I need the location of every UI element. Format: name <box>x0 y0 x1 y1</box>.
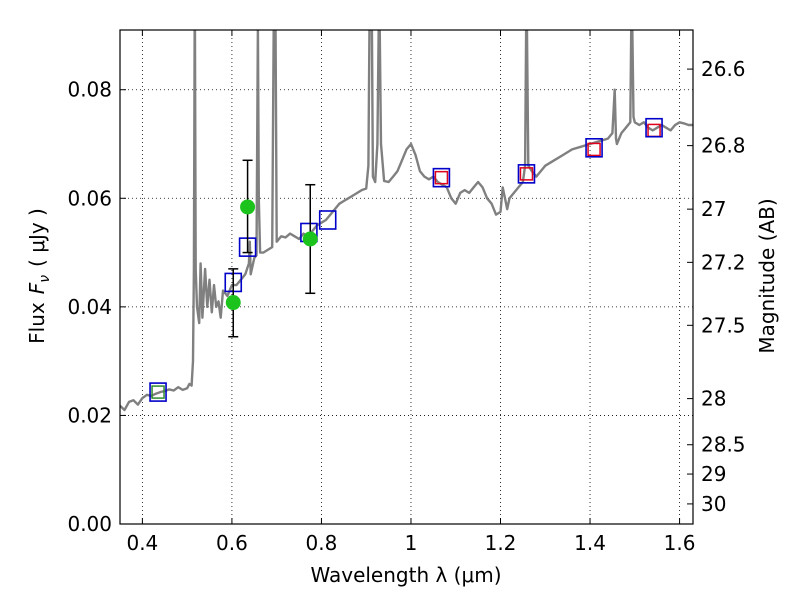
right-tick-label: 27.2 <box>701 250 746 274</box>
model-square <box>149 382 167 402</box>
photometry-point <box>225 295 241 311</box>
x-tick-label: 0.4 <box>126 531 158 555</box>
photometry-point <box>302 231 318 247</box>
x-tick-label: 1 <box>405 531 418 555</box>
x-tick-label: 0.8 <box>306 531 338 555</box>
right-tick-label: 26.8 <box>701 134 746 158</box>
y-axis-title-text: Flux <box>25 302 49 344</box>
y-tick-label: 0.08 <box>67 78 112 102</box>
model-square <box>645 117 663 138</box>
plot-area <box>120 30 693 412</box>
model-square <box>585 138 603 158</box>
model-square <box>318 210 337 230</box>
model-square <box>517 164 536 184</box>
right-tick-label: 29 <box>701 462 726 486</box>
right-tick-label: 28.5 <box>701 433 746 457</box>
x-tick-label: 1.4 <box>574 531 606 555</box>
photometry-point <box>240 199 256 215</box>
axes: 0.4 0.6 0.8 1 1.2 1.4 1.6 0.00 0.02 0.04 0.06 0.08 2… <box>67 30 746 555</box>
observed-square <box>151 385 165 399</box>
observed-square <box>587 142 601 157</box>
y-tick-label: 0.06 <box>67 186 112 210</box>
x-tick-label: 1.2 <box>485 531 517 555</box>
right-tick-label: 26.6 <box>701 57 746 81</box>
right-tick-label: 28 <box>701 387 726 411</box>
x-tick-label: 0.6 <box>216 531 248 555</box>
observed-square <box>434 170 449 185</box>
right-tick-label: 27 <box>701 197 726 221</box>
model-square <box>432 167 451 188</box>
right-axis-title: Magnitude (AB) <box>755 198 779 353</box>
y-axis-title: Flux Fν ( μJy ) <box>25 208 53 344</box>
y-tick-label: 0.02 <box>67 403 112 427</box>
sed-line <box>120 30 693 412</box>
x-axis-title: Wavelength λ (μm) <box>310 563 501 587</box>
plot-frame <box>119 29 694 525</box>
y-axis-title-subscript: ν <box>37 275 53 283</box>
right-tick-label: 30 <box>701 492 726 516</box>
y-tick-label: 0.00 <box>67 512 112 536</box>
right-tick-label: 27.5 <box>701 313 746 337</box>
plot-background <box>120 30 693 524</box>
x-tick-label: 1.6 <box>664 531 696 555</box>
y-axis-title-symbol: F <box>25 282 49 294</box>
y-axis-title-unit: ( μJy ) <box>25 208 49 267</box>
observed-square <box>519 167 534 181</box>
y-tick-label: 0.04 <box>67 295 112 319</box>
